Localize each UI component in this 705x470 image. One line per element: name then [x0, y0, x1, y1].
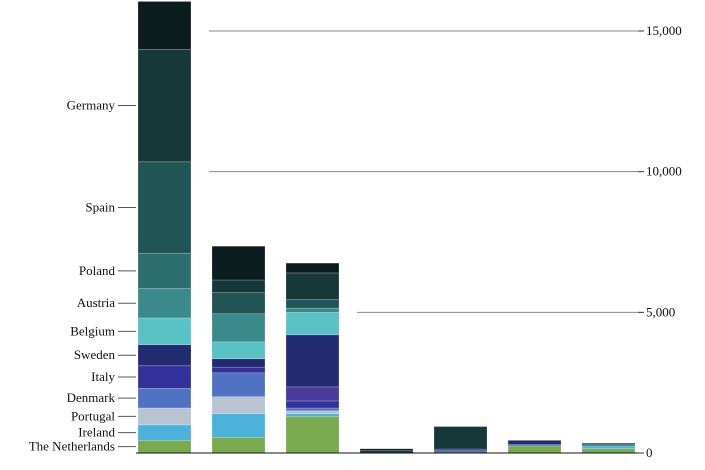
category-label-2: Ireland	[78, 425, 115, 440]
category-label-8: Austria	[77, 295, 116, 310]
bar-2-segment-10	[211, 279, 266, 293]
y-tick-label-15000: 15,000	[646, 23, 682, 38]
bar-5-segment-3	[433, 426, 488, 450]
y-tick-label-10000: 10,000	[646, 164, 682, 179]
gridlines	[209, 30, 638, 313]
bar-3-segment-7	[285, 334, 340, 388]
bar-1-segment-11	[137, 48, 192, 163]
bar-3-segment-6	[285, 386, 340, 402]
category-label-5: Italy	[91, 369, 115, 384]
bar-6-segment-1	[507, 445, 562, 454]
y-tick-label-0: 0	[646, 445, 653, 460]
bar-1-segment-10	[137, 161, 192, 254]
bar-2-segment-7	[211, 341, 266, 360]
bar-3-segment-5	[285, 400, 340, 409]
bar-3-segment-12	[285, 262, 340, 274]
category-label-1: The Netherlands	[29, 439, 115, 454]
bar-5-segment-2	[433, 448, 488, 452]
bar-3-segment-1	[285, 416, 340, 454]
bar-1-segment-5	[137, 365, 192, 389]
category-label-6: Sweden	[74, 347, 116, 362]
bar-4-segment-2	[359, 448, 414, 452]
bar-7-segment-4	[581, 442, 636, 445]
bar-7-segment-1	[581, 448, 636, 454]
bar-2-segment-5	[211, 366, 266, 374]
bar-3-segment-9	[285, 307, 340, 313]
bar-1-segment-6	[137, 344, 192, 367]
bar-3-segment-10	[285, 299, 340, 309]
bar-1-segment-1	[137, 440, 192, 454]
bar-1-segment-3	[137, 407, 192, 426]
category-label-10: Spain	[85, 200, 115, 215]
bar-1-segment-8	[137, 288, 192, 319]
bar-7-segment-2	[581, 445, 636, 450]
bar-2-segment-1	[211, 437, 266, 454]
bar-2-segment-2	[211, 413, 266, 438]
bar-2-segment-6	[211, 358, 266, 368]
bar-1-segment-12	[137, 1, 192, 50]
bar-2-segment-11	[211, 245, 266, 281]
bar-3-segment-2	[285, 413, 340, 417]
category-label-3: Portugal	[71, 408, 115, 423]
bar-3-segment-4	[285, 407, 340, 412]
category-label-7: Belgium	[70, 323, 115, 338]
bar-2-segment-8	[211, 313, 266, 343]
bar-2-segment-3	[211, 396, 266, 414]
bar-3-segment-3	[285, 410, 340, 414]
bar-6-segment-3	[507, 440, 562, 445]
bar-2-segment-9	[211, 292, 266, 315]
bar-3-segment-11	[285, 272, 340, 300]
bar-1-segment-4	[137, 387, 192, 409]
bar-stacks	[137, 1, 636, 454]
category-label-11: Germany	[67, 98, 116, 113]
bar-3-segment-8	[285, 312, 340, 336]
bar-2-segment-4	[211, 372, 266, 398]
bar-1-segment-7	[137, 317, 192, 345]
bar-1-segment-9	[137, 252, 192, 289]
category-label-9: Poland	[79, 263, 116, 278]
bar-1-segment-2	[137, 424, 192, 441]
category-label-4: Denmark	[67, 390, 116, 405]
y-axis-ticks: 0 5,000 10,000 15,000	[638, 23, 682, 460]
y-tick-label-5000: 5,000	[646, 304, 675, 319]
